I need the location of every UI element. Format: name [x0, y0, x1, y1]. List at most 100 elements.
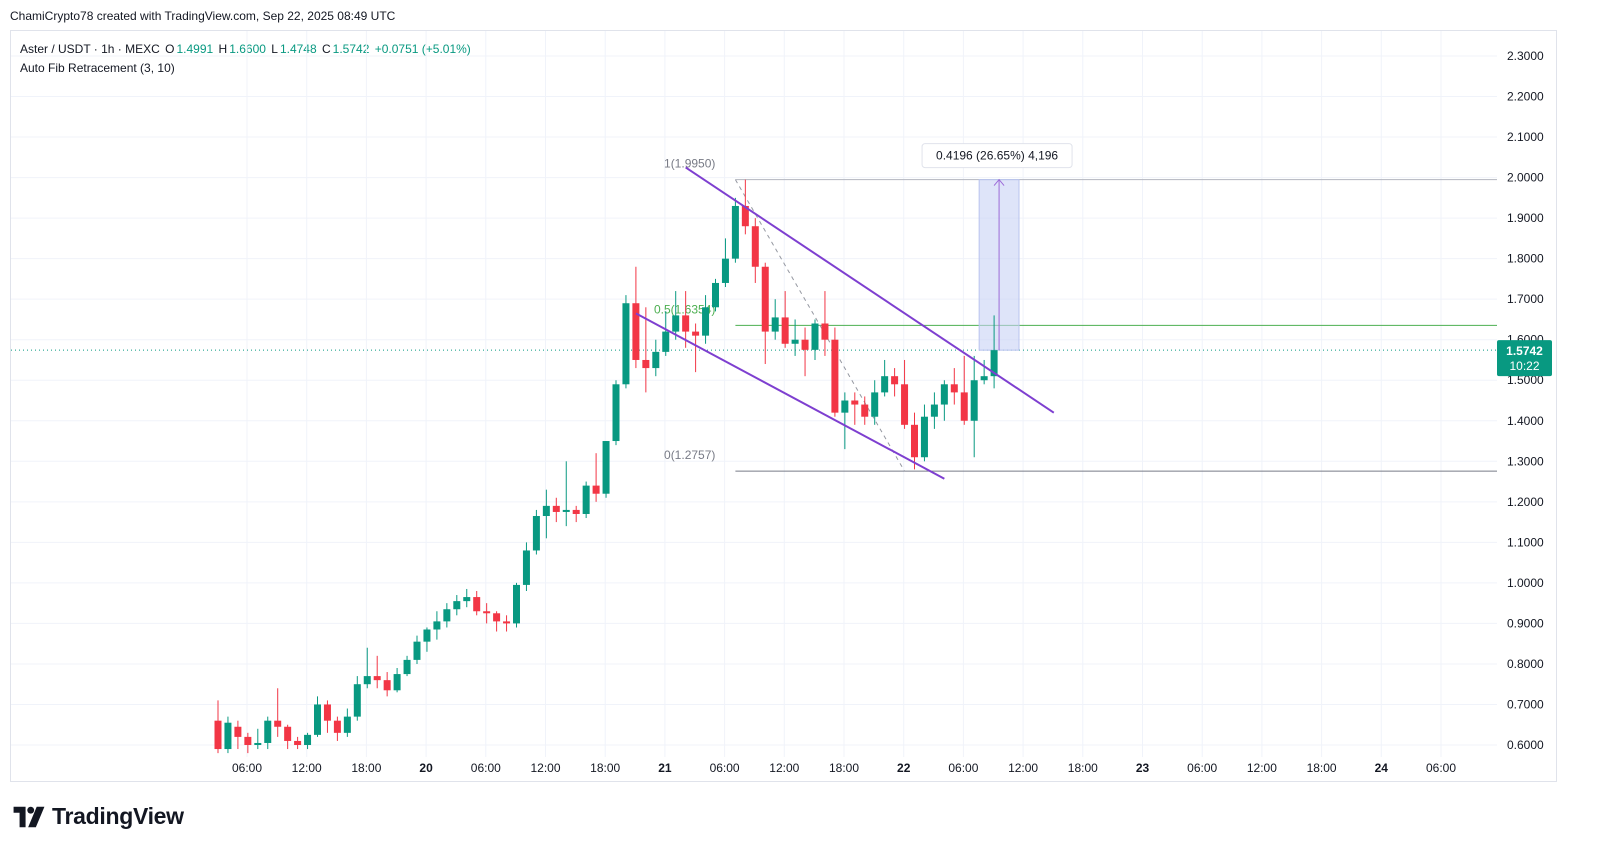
candle-down [831, 339, 839, 413]
time-tick-label: 18:00 [590, 761, 620, 775]
candle-up [463, 597, 471, 602]
measure-label-box [921, 143, 1073, 169]
candle-up [841, 400, 849, 413]
price-chart[interactable]: 2.3000 2.2000 2.1000 2.0000 1.9000 1.8000 1.70… [0, 0, 1600, 790]
symbol-name[interactable]: Aster / USDT · 1h · MEXC [20, 42, 160, 56]
candle-up [542, 505, 550, 517]
candle-down [383, 680, 391, 691]
time-tick-label: 06:00 [1187, 761, 1217, 775]
candle-up [264, 720, 272, 743]
high-value: 1.6600 [229, 42, 266, 56]
candle-up [314, 704, 321, 735]
candle-down [960, 392, 968, 421]
symbol-legend: Aster / USDT · 1h · MEXC O 1.4991 H 1.6600… [20, 40, 473, 78]
candle-down [891, 376, 899, 385]
time-tick-label: 18:00 [1307, 761, 1337, 775]
price-tick-label: 1.9000 [1507, 211, 1544, 225]
close-value: 1.5742 [332, 42, 370, 56]
candle-down [851, 400, 859, 405]
tradingview-logo-text: TradingView [52, 803, 184, 829]
time-tick-label: 12:00 [292, 761, 322, 775]
price-tick-label: 1.5000 [1507, 373, 1544, 387]
candle-up [771, 317, 779, 332]
measure-arrow-head [993, 178, 1005, 186]
price-tick-label: 2.0000 [1507, 171, 1544, 185]
candle-down [632, 303, 640, 360]
time-tick-label: 23 [1136, 761, 1150, 775]
candle-up [662, 331, 670, 352]
time-tick-label: 06:00 [948, 761, 978, 775]
low-label: L [271, 42, 278, 56]
candle-up [970, 380, 978, 421]
candle-down [692, 331, 700, 336]
candle-up [413, 641, 421, 660]
candle-down [323, 704, 331, 721]
candle-up [930, 404, 938, 417]
time-tick-label: 06:00 [1426, 761, 1456, 775]
price-tick-label: 0.9000 [1507, 616, 1544, 630]
candle-up [403, 659, 411, 675]
candle-up [612, 384, 620, 442]
last-price-value: 1.5742 [1506, 344, 1543, 358]
bar-countdown: 10:22 [1509, 359, 1539, 373]
candle-up [423, 629, 431, 642]
candle-down [473, 597, 481, 612]
candle-up [304, 734, 312, 745]
candle-down [572, 509, 580, 514]
price-tick-label: 2.1000 [1507, 130, 1544, 144]
candle-down [244, 736, 252, 745]
candle-down [214, 720, 222, 750]
candle-up [672, 315, 680, 332]
price-tick-label: 1.4000 [1507, 414, 1544, 428]
price-tick-label: 1.7000 [1507, 292, 1544, 306]
candle-up [712, 282, 719, 308]
indicator-label[interactable]: Auto Fib Retracement (3, 10) [20, 61, 175, 75]
price-tick-label: 1.0000 [1507, 576, 1544, 590]
candle-down [911, 424, 918, 458]
time-tick-label: 12:00 [1247, 761, 1277, 775]
fib-level-label: 0(1.2757) [664, 448, 715, 462]
candle-up [582, 485, 590, 514]
candle-up [881, 376, 889, 393]
price-tick-label: 1.8000 [1507, 252, 1544, 266]
candle-down [741, 205, 749, 227]
change-value: +0.0751 (+5.01%) [374, 42, 471, 56]
candle-up [652, 351, 660, 369]
candle-down [373, 676, 381, 681]
candle-down [274, 720, 282, 727]
price-tick-label: 2.2000 [1507, 90, 1544, 104]
open-value: 1.4991 [176, 42, 214, 56]
time-tick-label: 06:00 [471, 761, 501, 775]
candle-down [682, 315, 690, 332]
candle-up [871, 392, 879, 417]
price-tick-label: 1.3000 [1507, 454, 1544, 468]
candle-down [761, 266, 769, 332]
candle-up [562, 509, 570, 512]
candle-down [234, 726, 242, 737]
candle-up [433, 621, 441, 630]
candle-up [920, 416, 928, 458]
time-tick-label: 22 [897, 761, 911, 775]
tradingview-logo: TradingView [12, 803, 184, 830]
price-tick-label: 0.6000 [1507, 738, 1544, 752]
channel-upper-line [685, 166, 1055, 414]
candle-up [940, 384, 948, 405]
candle-up [731, 205, 739, 259]
candle-up [343, 716, 351, 733]
candle-down [483, 611, 491, 614]
candle-down [821, 323, 829, 340]
time-tick-label: 12:00 [1008, 761, 1038, 775]
candle-up [393, 674, 401, 691]
time-tick-label: 18:00 [1068, 761, 1098, 775]
candle-down [901, 384, 909, 425]
candle-down [333, 720, 341, 733]
price-tick-label: 2.3000 [1507, 49, 1544, 63]
candle-up [990, 350, 998, 377]
candle-up [980, 376, 988, 381]
candle-down [284, 726, 292, 741]
time-tick-label: 18:00 [829, 761, 859, 775]
candle-up [353, 684, 361, 717]
measure-label: 0.4196 (26.65%) 4,196 [936, 149, 1058, 163]
candle-down [592, 485, 600, 494]
candle-up [224, 722, 232, 750]
